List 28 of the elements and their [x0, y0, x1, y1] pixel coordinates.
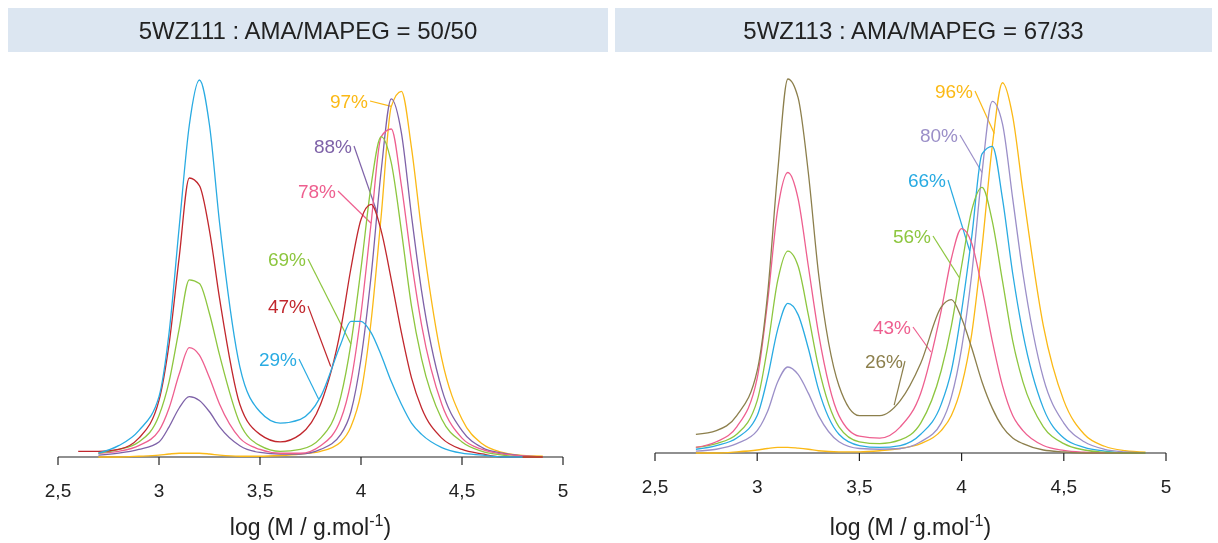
chart-title: 5WZ113 : AMA/MAPEG = 67/33 [743, 17, 1084, 44]
series-label: 96% [934, 81, 974, 102]
series-label: 78% [297, 181, 337, 202]
x-tick-label: 3,5 [846, 476, 873, 497]
series-label: 26% [864, 351, 904, 372]
x-tick-label: 2,5 [641, 476, 669, 497]
chart-title: 5WZ111 : AMA/MAPEG = 50/50 [138, 17, 478, 44]
x-tick-label: 4 [355, 480, 367, 501]
x-tick-label: 3 [153, 480, 165, 501]
x-tick-label: 5 [1160, 476, 1172, 497]
x-tick-label: 3,5 [246, 480, 274, 501]
x-tick-label: 2,5 [44, 480, 72, 501]
text: 69% [267, 249, 307, 270]
x-axis-title: log (M / g.mol$^{-1}$) [829, 511, 992, 540]
series-label: 29% [258, 349, 298, 370]
series-label: 66% [907, 170, 947, 191]
series-label: 47% [267, 296, 307, 317]
x-tick-label: 4 [956, 476, 968, 497]
x-axis-title: log (M / g.mol$^{-1}$) [229, 511, 392, 540]
x-tick-label: 3 [751, 476, 763, 497]
series-label: 56% [892, 226, 932, 247]
legend-label: 97% [329, 91, 369, 112]
series-label: 88% [313, 136, 353, 157]
legend-label: 43% [872, 317, 912, 338]
x-tick-label: 5 [557, 480, 569, 501]
x-tick-label: 4,5 [448, 480, 476, 501]
series-label: 80% [919, 125, 959, 146]
x-tick-label: 4,5 [1050, 476, 1078, 497]
